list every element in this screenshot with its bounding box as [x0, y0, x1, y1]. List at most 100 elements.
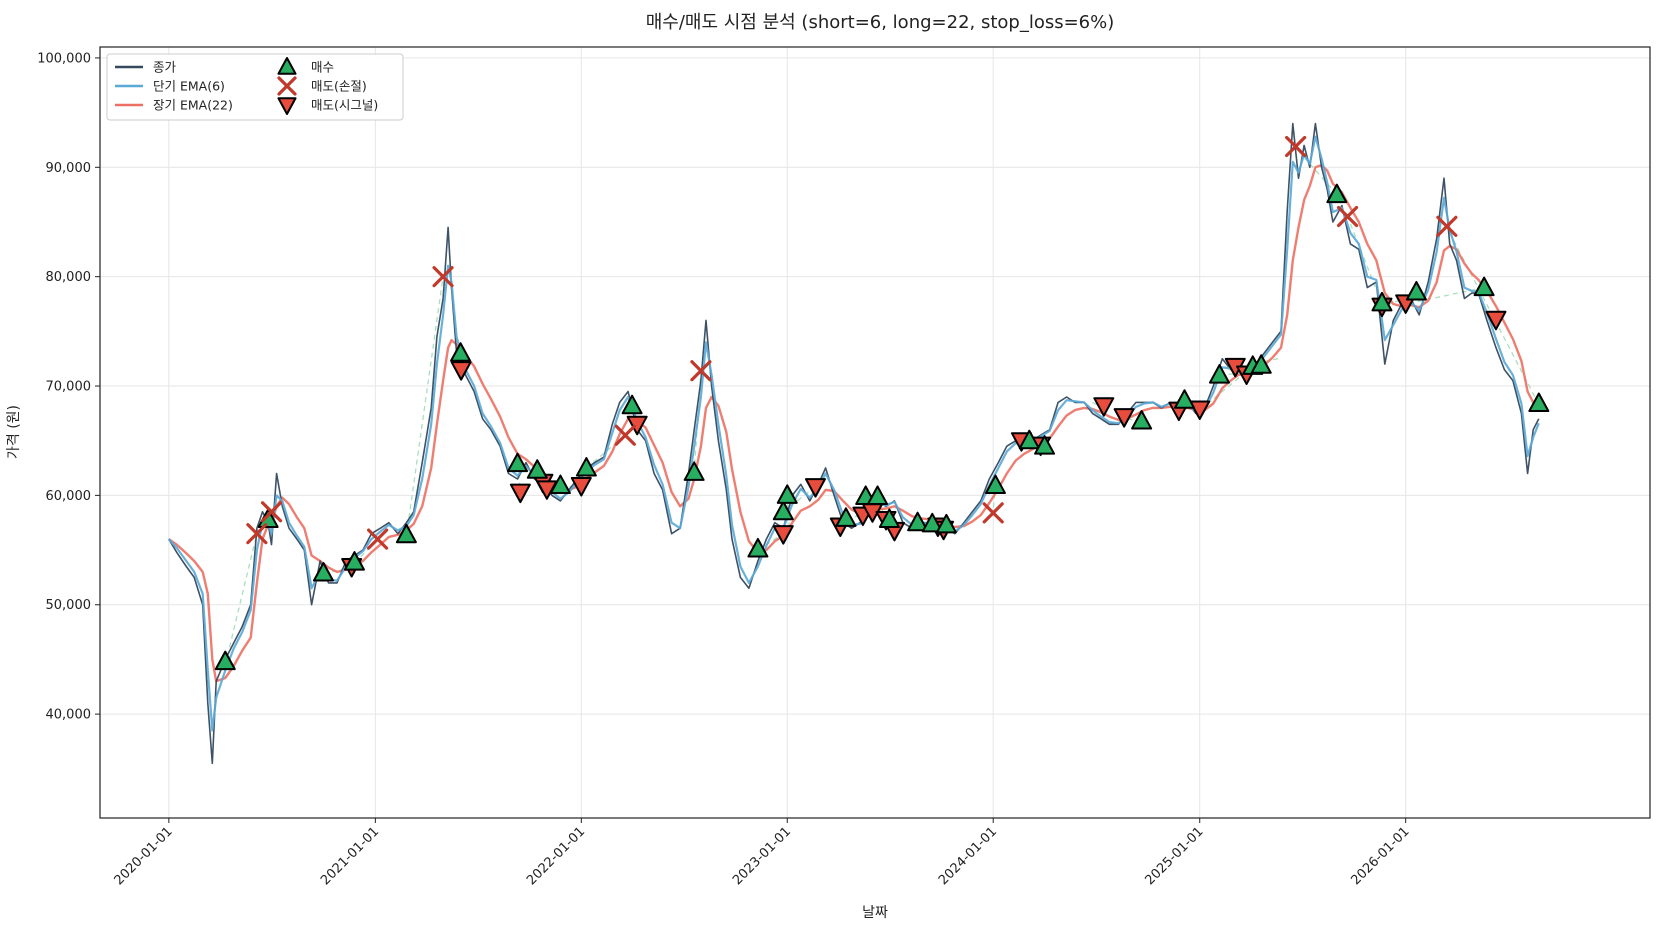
y-tick-label: 90,000 — [46, 161, 92, 176]
stop-loss-marker — [432, 266, 454, 288]
buy-marker — [395, 523, 417, 544]
stop-loss-marker — [246, 523, 268, 545]
sell-signal-marker — [1113, 408, 1135, 428]
x-tick-label: 2024-01-01 — [936, 824, 1000, 888]
legend-label: 매수 — [311, 60, 334, 75]
stop-loss-marker — [982, 502, 1004, 524]
legend-swatch-signal — [277, 97, 297, 115]
plot-area — [99, 46, 1651, 819]
buy-marker — [935, 513, 957, 534]
close-price-line — [168, 122, 1540, 765]
legend-label: 장기 EMA(22) — [153, 98, 233, 113]
x-stroke — [1436, 215, 1458, 237]
stop-loss-marker — [1436, 215, 1458, 237]
stop-loss-marker — [1336, 205, 1359, 228]
buy-marker — [1173, 389, 1195, 409]
legend-item: 종가 — [115, 60, 177, 75]
legend-label: 단기 EMA(6) — [153, 79, 225, 94]
sell-signal-marker — [804, 478, 826, 498]
buy-marker — [1371, 291, 1393, 312]
buy-marker — [1250, 354, 1272, 374]
buy-marker — [867, 485, 889, 505]
legend-swatch-buy — [277, 57, 297, 75]
buy-marker — [549, 474, 571, 495]
buy-marker — [921, 512, 943, 533]
buy-marker — [1528, 392, 1550, 413]
buy-marker — [343, 551, 365, 571]
legend-label: 매도(손절) — [311, 79, 367, 94]
trade-connectors — [224, 147, 1540, 666]
buy-marker — [526, 459, 548, 479]
x-stroke — [277, 76, 297, 96]
short-ema-line — [167, 135, 1540, 732]
legend-label: 종가 — [153, 60, 177, 75]
buy-marker — [683, 461, 705, 481]
series-lines — [167, 122, 1540, 765]
sell-signal-marker — [772, 525, 794, 545]
x-stroke — [690, 360, 712, 382]
trade-connector — [782, 486, 816, 513]
buy-marker — [776, 484, 798, 504]
sell-signal-marker — [570, 477, 592, 497]
buy-marker — [984, 474, 1006, 495]
x-stroke — [614, 424, 636, 446]
buy-marker — [747, 537, 769, 558]
buy-marker — [214, 650, 236, 671]
buy-marker — [1326, 183, 1348, 204]
x-tick-label: 2022-01-01 — [524, 824, 588, 888]
x-tick-label: 2025-01-01 — [1143, 824, 1207, 888]
y-tick-label: 60,000 — [46, 489, 92, 504]
buy-marker — [312, 562, 334, 582]
legend-box — [106, 53, 404, 121]
buy-marker — [1405, 280, 1427, 301]
x-tick-label: 2026-01-01 — [1348, 824, 1412, 888]
sell-signal-marker — [1093, 397, 1115, 417]
y-tick-label: 40,000 — [46, 708, 92, 723]
x-tick-label: 2020-01-01 — [112, 824, 176, 888]
y-axis-label: 가격 (원) — [6, 405, 22, 459]
buy-marker — [450, 342, 472, 362]
x-stroke — [1285, 135, 1307, 158]
buy-marker — [772, 500, 794, 521]
legend-label: 매도(시그널) — [311, 98, 378, 113]
trade-connector — [405, 276, 444, 536]
buy-marker — [1473, 276, 1495, 297]
trade-connector — [224, 533, 258, 666]
buy-marker — [1018, 429, 1040, 450]
x-stroke — [432, 266, 454, 288]
buy-marker — [1131, 410, 1153, 430]
legend-item: 매도(손절) — [277, 76, 367, 96]
stop-loss-marker — [614, 424, 636, 446]
y-tick-label: 80,000 — [46, 270, 92, 285]
trade-connector — [1295, 147, 1338, 196]
stop-loss-marker — [367, 528, 389, 550]
long-ema-line — [168, 163, 1540, 683]
sell-signal-marker — [509, 483, 531, 504]
sell-signal-marker — [626, 415, 648, 436]
buy-marker — [575, 457, 597, 477]
buy-marker — [1034, 435, 1056, 455]
buy-marker — [621, 394, 643, 415]
buy-marker — [835, 507, 857, 527]
stop-loss-marker — [690, 360, 712, 382]
x-stroke — [367, 528, 389, 550]
x-tick-label: 2023-01-01 — [730, 824, 794, 888]
legend-item: 매수 — [277, 57, 334, 75]
x-stroke — [260, 501, 283, 523]
x-stroke — [246, 523, 268, 545]
chart-title: 매수/매도 시점 분석 (short=6, long=22, stop_loss… — [646, 12, 1115, 33]
grid — [100, 47, 1650, 818]
sell-signal-marker — [1189, 400, 1211, 420]
y-tick-label: 100,000 — [37, 51, 91, 66]
buy-marker — [878, 508, 900, 528]
y-tick-label: 70,000 — [46, 380, 92, 395]
y-tick-label: 50,000 — [46, 598, 92, 613]
x-tick-label: 2021-01-01 — [318, 824, 382, 888]
buy-marker — [1208, 364, 1230, 384]
legend-swatch-stop — [277, 76, 297, 96]
legend-item: 단기 EMA(6) — [115, 79, 225, 94]
stop-loss-marker — [1285, 135, 1307, 158]
sell-signal-marker — [450, 361, 472, 381]
